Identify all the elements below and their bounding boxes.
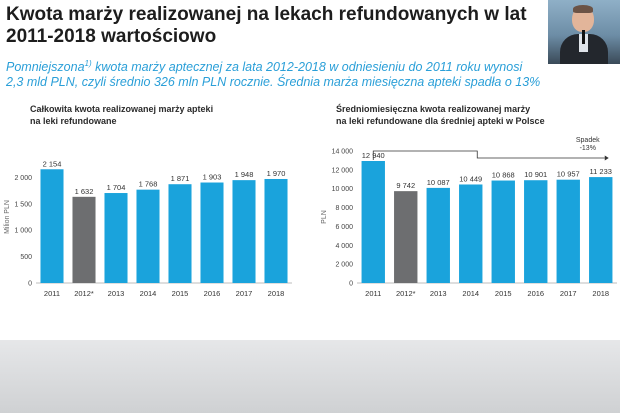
chart1-x-tick-label: 2017 <box>236 289 253 298</box>
chart1-bar-2012 <box>72 196 96 283</box>
chart1-x-tick-label: 2012* <box>74 289 94 298</box>
chart1-bar-2018 <box>264 178 288 283</box>
chart1-x-tick-label: 2011 <box>44 289 60 298</box>
chart1-x-tick-label: 2014 <box>140 289 157 298</box>
chart1-x-tick-label: 2013 <box>108 289 125 298</box>
chart2-x-tick-label: 2018 <box>592 289 609 298</box>
chart1-y-tick-label: 2 000 <box>14 175 32 182</box>
chart2-bar-2013 <box>426 187 450 283</box>
chart2-data-label: 9 742 <box>396 181 415 190</box>
slide-title: Kwota marży realizowanej na lekach refun… <box>6 4 566 48</box>
chart1-total-margin: Milion PLN 0 500 1 000 1 500 2 000 2 154 2011 1 … <box>4 159 292 298</box>
chart2-annotation-label: Spadek <box>576 137 600 144</box>
chart1-data-label: 1 871 <box>171 174 190 183</box>
chart2-x-tick-label: 2011 <box>365 289 381 298</box>
chart1-bar-2017 <box>232 180 256 283</box>
chart1-y-tick-label: 1 500 <box>14 201 32 208</box>
footnote-marker: 1) <box>84 59 92 68</box>
chart2-bar-2014 <box>459 184 483 283</box>
chart1-bar-2011 <box>40 169 64 283</box>
subtitle-line2: 2,3 mld PLN, czyli średnio 326 mln PLN r… <box>6 75 541 90</box>
chart1-y-tick-label: 500 <box>20 254 32 261</box>
chart2-x-tick-label: 2017 <box>560 289 577 298</box>
subtitle-text-a: Pomniejszona <box>6 60 85 75</box>
chart1-x-tick-label: 2015 <box>172 289 189 298</box>
chart2-y-tick-label: 8 000 <box>335 205 353 212</box>
chart2-y-tick-label: 4 000 <box>335 243 353 250</box>
chart2-y-tick-label: 12 000 <box>332 167 354 174</box>
chart2-y-tick-label: 6 000 <box>335 224 353 231</box>
chart2-x-tick-label: 2015 <box>495 289 512 298</box>
chart1-y-tick-label: 0 <box>28 281 32 288</box>
chart2-x-tick-label: 2013 <box>430 289 447 298</box>
subtitle-line1: Pomniejszona1) kwota marży aptecznej za … <box>6 56 611 75</box>
microphone-icon <box>582 30 585 44</box>
chart1-x-tick-label: 2016 <box>204 289 221 298</box>
chart2-y-tick-label: 10 000 <box>332 186 354 193</box>
chart2-data-label: 10 449 <box>459 174 482 183</box>
speaker-video-thumbnail <box>548 0 620 64</box>
chart2-bar-2018 <box>589 177 613 283</box>
chart2-title-line2: na leki refundowane dla średniej apteki … <box>336 116 545 126</box>
chart1-title-line1: Całkowita kwota realizowanej marży aptek… <box>30 104 214 114</box>
chart1-title: Całkowita kwota realizowanej marży aptek… <box>30 103 213 127</box>
chart2-data-label: 10 868 <box>492 171 515 180</box>
chart1-data-label: 2 154 <box>43 159 62 168</box>
slide-subtitle: Pomniejszona1) kwota marży aptecznej za … <box>6 56 611 90</box>
chart1-x-tick-label: 2018 <box>268 289 285 298</box>
chart2-title: Średniomiesięczna kwota realizowanej mar… <box>336 103 545 127</box>
chart1-bar-2016 <box>200 182 224 283</box>
chart2-monthly-margin: PLN 0 2 000 4 000 6 000 8 000 10 000 12 000 14 0… <box>321 137 617 298</box>
chart1-data-label: 1 948 <box>235 170 254 179</box>
chart2-annotation-value: -13% <box>580 145 596 152</box>
chart1-title-line2: na leki refundowane <box>30 116 117 126</box>
chart2-data-label: 11 233 <box>590 167 612 176</box>
chart1-bar-2014 <box>136 189 160 283</box>
chart1-data-label: 1 632 <box>75 187 94 196</box>
chart2-x-tick-label: 2012* <box>396 289 416 298</box>
chart1-data-label: 1 903 <box>203 173 222 182</box>
chart2-y-axis-label: PLN <box>321 210 328 224</box>
chart2-data-label: 10 087 <box>427 178 450 187</box>
chart2-bar-2016 <box>524 180 548 283</box>
chart2-x-tick-label: 2016 <box>527 289 544 298</box>
chart2-y-tick-label: 2 000 <box>335 262 353 269</box>
chart1-data-label: 1 768 <box>139 180 158 189</box>
slide-title-line2: 2011-2018 wartościowo <box>6 26 217 47</box>
chart2-bar-2015 <box>491 180 515 283</box>
chart2-arrow-head-icon <box>604 155 609 161</box>
chart2-title-line1: Średniomiesięczna kwota realizowanej mar… <box>336 104 531 114</box>
chart1-data-label: 1 704 <box>107 183 126 192</box>
chart2-bar-2017 <box>556 179 580 283</box>
chart1-y-tick-label: 1 000 <box>14 228 32 235</box>
subtitle-text-b: kwota marży aptecznej za lata 2012-2018 … <box>91 60 523 75</box>
slide-title-line1: Kwota marży realizowanej na lekach refun… <box>6 4 527 25</box>
chart1-data-label: 1 970 <box>267 169 286 178</box>
chart2-data-label: 10 901 <box>524 170 547 179</box>
chart2-data-label: 10 957 <box>557 170 580 179</box>
chart1-bar-2015 <box>168 184 192 283</box>
chart2-x-tick-label: 2014 <box>462 289 479 298</box>
chart2-bar-2011 <box>361 160 385 283</box>
chart2-decline-bracket <box>372 150 605 160</box>
chart2-bar-2012 <box>394 191 418 283</box>
chart2-y-tick-label: 0 <box>349 281 353 288</box>
video-bottom-area <box>0 340 620 413</box>
presentation-slide: Kwota marży realizowanej na lekach refun… <box>0 0 620 340</box>
chart1-y-axis-label: Milion PLN <box>4 200 11 234</box>
chart1-bar-2013 <box>104 193 128 283</box>
chart2-y-tick-label: 14 000 <box>332 149 354 156</box>
speaker-hair <box>573 5 593 13</box>
